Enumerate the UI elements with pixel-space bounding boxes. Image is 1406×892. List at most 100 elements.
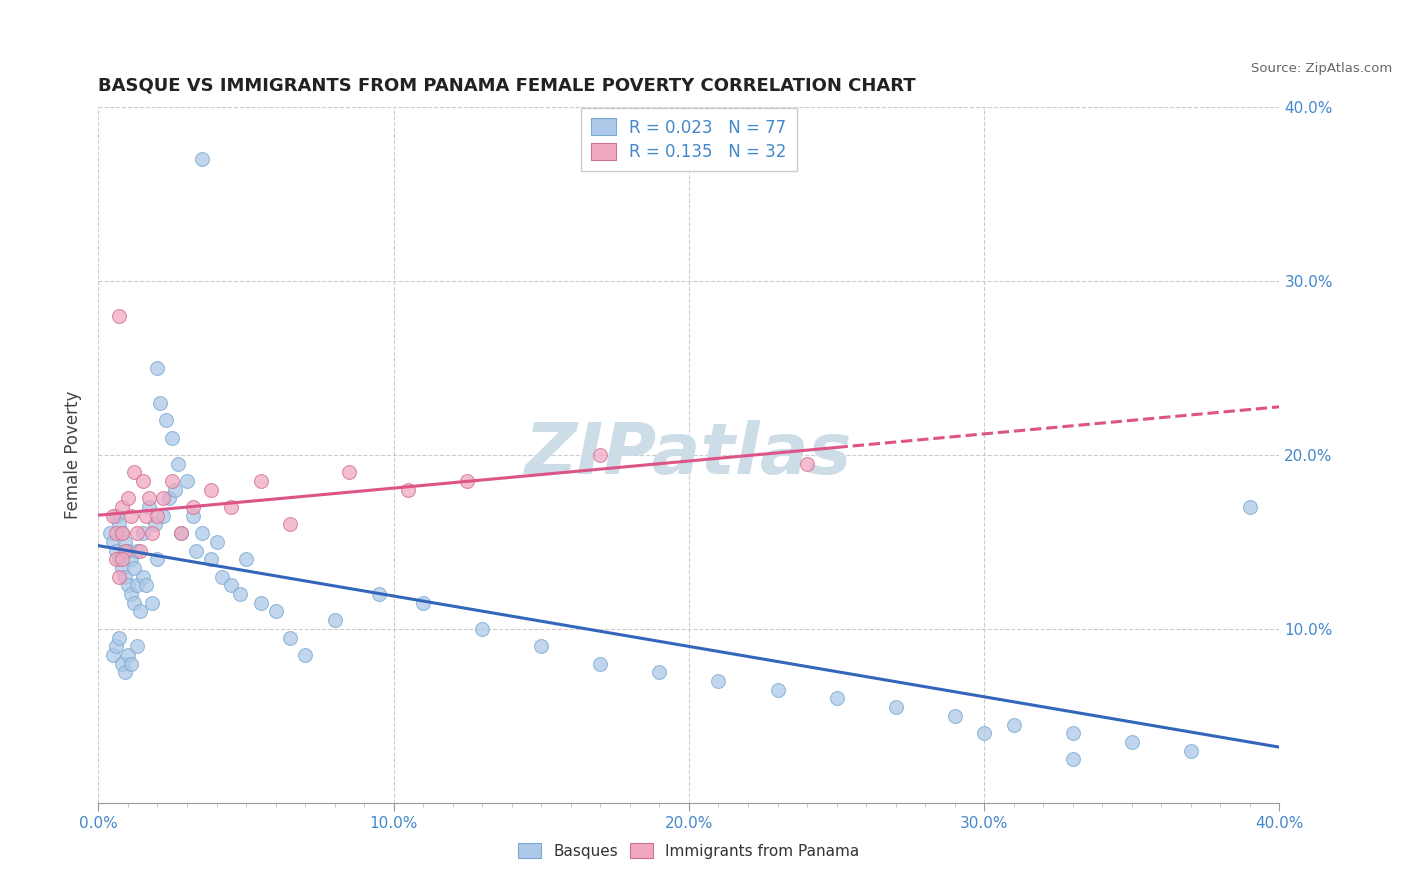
Point: [280, 517, 302, 532]
Point: [162, 474, 183, 488]
Point: [122, 596, 145, 610]
Point: [184, 543, 207, 558]
Point: [181, 500, 204, 514]
Point: [120, 657, 142, 671]
Point: [103, 508, 125, 523]
Point: [221, 578, 243, 592]
Point: [398, 483, 420, 497]
Point: [135, 578, 157, 592]
Point: [707, 674, 730, 689]
Point: [589, 448, 612, 462]
Point: [205, 534, 228, 549]
Point: [457, 474, 479, 488]
Point: [170, 526, 193, 541]
Point: [132, 474, 155, 488]
Point: [103, 648, 125, 662]
Point: [530, 639, 553, 653]
Point: [128, 543, 150, 558]
Point: [191, 152, 214, 166]
Point: [108, 570, 131, 584]
Point: [1062, 726, 1084, 740]
Point: [471, 622, 494, 636]
Point: [120, 508, 142, 523]
Point: [122, 561, 145, 575]
Point: [105, 526, 128, 541]
Point: [181, 508, 204, 523]
Point: [125, 639, 148, 653]
Point: [280, 631, 302, 645]
Point: [98, 526, 121, 541]
Point: [111, 657, 134, 671]
Point: [973, 726, 995, 740]
Point: [141, 526, 163, 541]
Point: [155, 413, 177, 427]
Point: [117, 648, 139, 662]
Y-axis label: Female Poverty: Female Poverty: [65, 391, 83, 519]
Point: [648, 665, 671, 680]
Point: [149, 395, 172, 409]
Point: [117, 543, 139, 558]
Text: Source: ZipAtlas.com: Source: ZipAtlas.com: [1251, 62, 1392, 76]
Point: [152, 508, 174, 523]
Point: [1121, 735, 1143, 749]
Point: [191, 526, 214, 541]
Point: [165, 483, 187, 497]
Point: [229, 587, 252, 601]
Point: [176, 474, 198, 488]
Point: [114, 534, 136, 549]
Point: [235, 552, 257, 566]
Point: [111, 500, 134, 514]
Point: [170, 526, 193, 541]
Point: [323, 613, 346, 627]
Point: [125, 526, 148, 541]
Point: [108, 552, 131, 566]
Point: [264, 605, 287, 619]
Text: BASQUE VS IMMIGRANTS FROM PANAMA FEMALE POVERTY CORRELATION CHART: BASQUE VS IMMIGRANTS FROM PANAMA FEMALE …: [98, 77, 917, 95]
Point: [103, 534, 125, 549]
Point: [138, 491, 160, 506]
Point: [117, 578, 139, 592]
Point: [108, 631, 131, 645]
Point: [105, 552, 128, 566]
Point: [117, 491, 139, 506]
Point: [167, 457, 190, 471]
Point: [162, 430, 183, 444]
Point: [135, 508, 157, 523]
Point: [105, 543, 128, 558]
Point: [128, 605, 150, 619]
Point: [138, 500, 160, 514]
Point: [111, 526, 134, 541]
Point: [120, 587, 142, 601]
Point: [132, 526, 155, 541]
Point: [111, 561, 134, 575]
Point: [120, 552, 142, 566]
Point: [105, 639, 128, 653]
Point: [796, 457, 818, 471]
Point: [412, 596, 434, 610]
Point: [122, 466, 145, 480]
Point: [250, 596, 273, 610]
Point: [146, 552, 169, 566]
Point: [114, 665, 136, 680]
Point: [368, 587, 391, 601]
Point: [1002, 717, 1025, 731]
Point: [1239, 500, 1261, 514]
Point: [146, 360, 169, 375]
Point: [105, 508, 128, 523]
Point: [146, 508, 169, 523]
Point: [108, 309, 131, 323]
Point: [200, 483, 222, 497]
Point: [943, 708, 966, 723]
Point: [200, 552, 222, 566]
Legend: Basques, Immigrants from Panama: Basques, Immigrants from Panama: [512, 837, 866, 864]
Point: [250, 474, 273, 488]
Point: [157, 491, 180, 506]
Point: [111, 552, 134, 566]
Point: [884, 700, 907, 714]
Point: [125, 578, 148, 592]
Point: [114, 543, 136, 558]
Point: [152, 491, 174, 506]
Point: [125, 543, 148, 558]
Point: [339, 466, 361, 480]
Point: [1180, 744, 1202, 758]
